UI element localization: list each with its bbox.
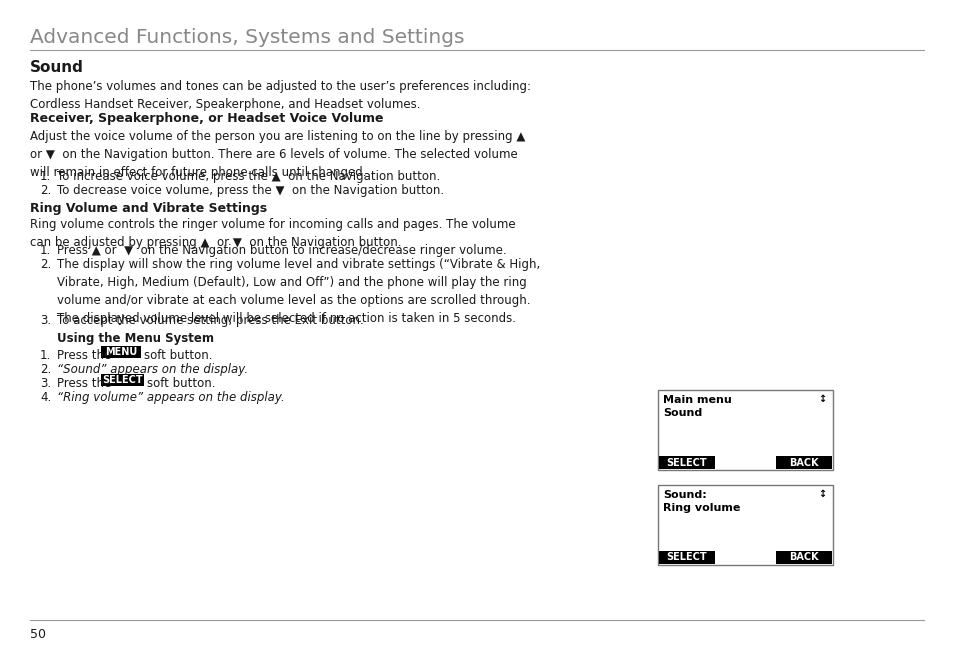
Text: “Sound” appears on the display.: “Sound” appears on the display. [57, 363, 248, 376]
Text: 1.: 1. [40, 244, 51, 257]
Text: 2.: 2. [40, 184, 51, 197]
Text: Advanced Functions, Systems and Settings: Advanced Functions, Systems and Settings [30, 28, 464, 47]
Text: ↕: ↕ [817, 394, 825, 404]
Text: Press the: Press the [57, 377, 112, 390]
Text: The display will show the ring volume level and vibrate settings (“Vibrate & Hig: The display will show the ring volume le… [57, 258, 539, 325]
Text: 3.: 3. [40, 377, 51, 390]
Text: Sound: Sound [662, 408, 701, 418]
Text: SELECT: SELECT [102, 375, 143, 385]
Text: Press ▲ or  ▼  on the Navigation button to increase/decrease ringer volume.: Press ▲ or ▼ on the Navigation button to… [57, 244, 506, 257]
Text: ↕: ↕ [817, 489, 825, 499]
Text: MENU: MENU [105, 347, 137, 357]
Text: Press the: Press the [57, 349, 112, 362]
Text: BACK: BACK [788, 552, 818, 562]
Text: Sound:: Sound: [662, 490, 706, 500]
FancyBboxPatch shape [101, 374, 144, 386]
Text: 1.: 1. [40, 349, 51, 362]
Text: To accept the volume setting, press the Exit button.: To accept the volume setting, press the … [57, 314, 363, 327]
Text: Using the Menu System: Using the Menu System [57, 332, 213, 345]
FancyBboxPatch shape [101, 346, 141, 358]
Text: “Ring volume” appears on the display.: “Ring volume” appears on the display. [57, 391, 284, 404]
Text: 2.: 2. [40, 258, 51, 271]
Text: Ring Volume and Vibrate Settings: Ring Volume and Vibrate Settings [30, 202, 267, 215]
Text: Ring volume: Ring volume [662, 503, 740, 513]
Text: To increase voice volume, press the ▲  on the Navigation button.: To increase voice volume, press the ▲ on… [57, 170, 439, 183]
Text: 4.: 4. [40, 391, 51, 404]
Bar [658, 390, 832, 470]
Text: soft button.: soft button. [144, 349, 213, 362]
Bar [658, 485, 832, 565]
Text: To decrease voice volume, press the ▼  on the Navigation button.: To decrease voice volume, press the ▼ on… [57, 184, 444, 197]
Text: 50: 50 [30, 628, 46, 641]
FancyBboxPatch shape [659, 456, 714, 469]
Text: Main menu: Main menu [662, 395, 731, 405]
Text: 3.: 3. [40, 314, 51, 327]
Text: The phone’s volumes and tones can be adjusted to the user’s preferences includin: The phone’s volumes and tones can be adj… [30, 80, 531, 111]
Text: 2.: 2. [40, 363, 51, 376]
Text: Adjust the voice volume of the person you are listening to on the line by pressi: Adjust the voice volume of the person yo… [30, 130, 525, 179]
Text: Receiver, Speakerphone, or Headset Voice Volume: Receiver, Speakerphone, or Headset Voice… [30, 112, 383, 125]
Text: Sound: Sound [30, 60, 84, 75]
Text: BACK: BACK [788, 457, 818, 468]
Text: soft button.: soft button. [147, 377, 215, 390]
Text: Ring volume controls the ringer volume for incoming calls and pages. The volume
: Ring volume controls the ringer volume f… [30, 218, 515, 249]
Text: 1.: 1. [40, 170, 51, 183]
Text: SELECT: SELECT [666, 457, 706, 468]
FancyBboxPatch shape [775, 551, 831, 564]
Text: SELECT: SELECT [666, 552, 706, 562]
FancyBboxPatch shape [775, 456, 831, 469]
FancyBboxPatch shape [659, 551, 714, 564]
